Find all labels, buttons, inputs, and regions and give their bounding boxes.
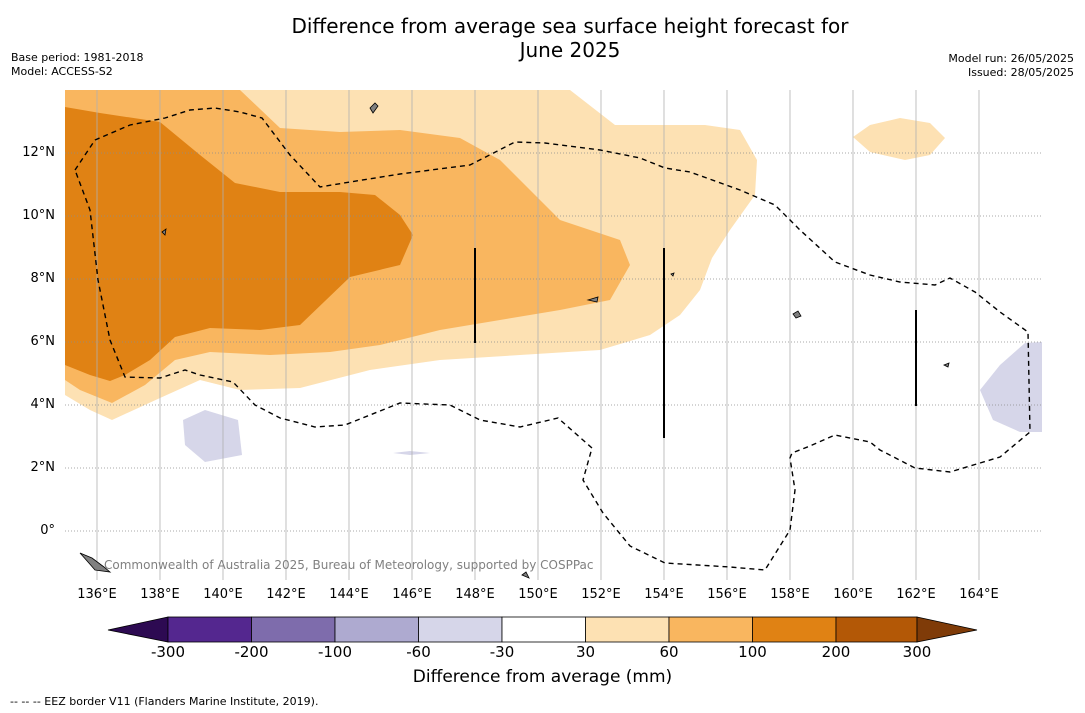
- anomaly-region-minus-30-60-c: [393, 451, 430, 455]
- lon-label-138e: 138°E: [140, 587, 180, 602]
- islands: [79, 102, 950, 579]
- colorbar-tick: 200: [821, 643, 851, 661]
- colorbar-tick: -300: [150, 643, 186, 661]
- model-run-info: Model run: 26/05/2025 Issued: 28/05/2025: [948, 52, 1074, 80]
- map-title: Difference from average sea surface heig…: [0, 14, 1085, 62]
- colorbar-tick: -30: [489, 643, 515, 661]
- lat-label-4n: 4°N: [30, 397, 56, 412]
- lon-label-146e: 146°E: [392, 587, 432, 602]
- eez-border: [74, 107, 1031, 571]
- lat-label-8n: 8°N: [30, 271, 56, 286]
- lat-label-6n: 6°N: [30, 334, 56, 349]
- lon-label-150e: 150°E: [518, 587, 558, 602]
- colorbar-tick: -100: [317, 643, 353, 661]
- copyright-notice: Commonwealth of Australia 2025, Bureau o…: [104, 558, 594, 572]
- base-period-text: Base period: 1981-2018: [11, 51, 144, 64]
- colorbar-tick: 100: [738, 643, 767, 661]
- eez-legend-note: -- -- -- EEZ border V11 (Flanders Marine…: [10, 695, 319, 708]
- colorbar-extend-min: [107, 616, 169, 643]
- lon-label-160e: 160°E: [833, 587, 873, 602]
- latitude-gridlines: [65, 152, 1042, 532]
- colorbar-tick: 60: [659, 643, 679, 661]
- boundary-markers: [474, 248, 917, 438]
- title-line-2: June 2025: [519, 38, 621, 62]
- anomaly-region-minus-30-60-a: [183, 410, 242, 462]
- colorbar-tick: 300: [902, 643, 932, 661]
- map-area: [65, 90, 1042, 580]
- model-text: Model: ACCESS-S2: [11, 65, 113, 78]
- title-line-1: Difference from average sea surface heig…: [291, 14, 849, 38]
- lon-label-154e: 154°E: [644, 587, 684, 602]
- colorbar-tick: -200: [234, 643, 269, 661]
- lon-label-144e: 144°E: [329, 587, 369, 602]
- lon-label-156e: 156°E: [707, 587, 747, 602]
- issued-text: Issued: 28/05/2025: [967, 66, 1074, 79]
- colorbar-tick: 30: [575, 643, 596, 661]
- lat-label-12n: 12°N: [22, 145, 55, 160]
- anomaly-region-minus-30-60-b: [980, 342, 1042, 432]
- lon-label-158e: 158°E: [770, 587, 810, 602]
- lon-label-142e: 142°E: [266, 587, 306, 602]
- anomaly-region-100-200: [65, 107, 413, 381]
- anomaly-region-30-60-east: [853, 118, 945, 160]
- lon-label-162e: 162°E: [896, 587, 936, 602]
- lon-label-148e: 148°E: [455, 587, 495, 602]
- base-period-info: Base period: 1981-2018 Model: ACCESS-S2: [11, 51, 143, 79]
- lat-label-2n: 2°N: [30, 460, 56, 475]
- lon-label-136e: 136°E: [77, 587, 117, 602]
- lon-label-164e: 164°E: [959, 587, 999, 602]
- colorbar: [107, 616, 978, 643]
- model-run-text: Model run: 26/05/2025: [948, 52, 1074, 65]
- lat-label-10n: 10°N: [22, 208, 55, 223]
- colorbar-label: Difference from average (mm): [412, 667, 673, 687]
- colorbar-extend-max: [916, 616, 978, 643]
- lon-label-140e: 140°E: [203, 587, 243, 602]
- lat-label-0: 0°: [40, 523, 55, 538]
- lon-label-152e: 152°E: [581, 587, 621, 602]
- colorbar-tick: -60: [406, 643, 431, 661]
